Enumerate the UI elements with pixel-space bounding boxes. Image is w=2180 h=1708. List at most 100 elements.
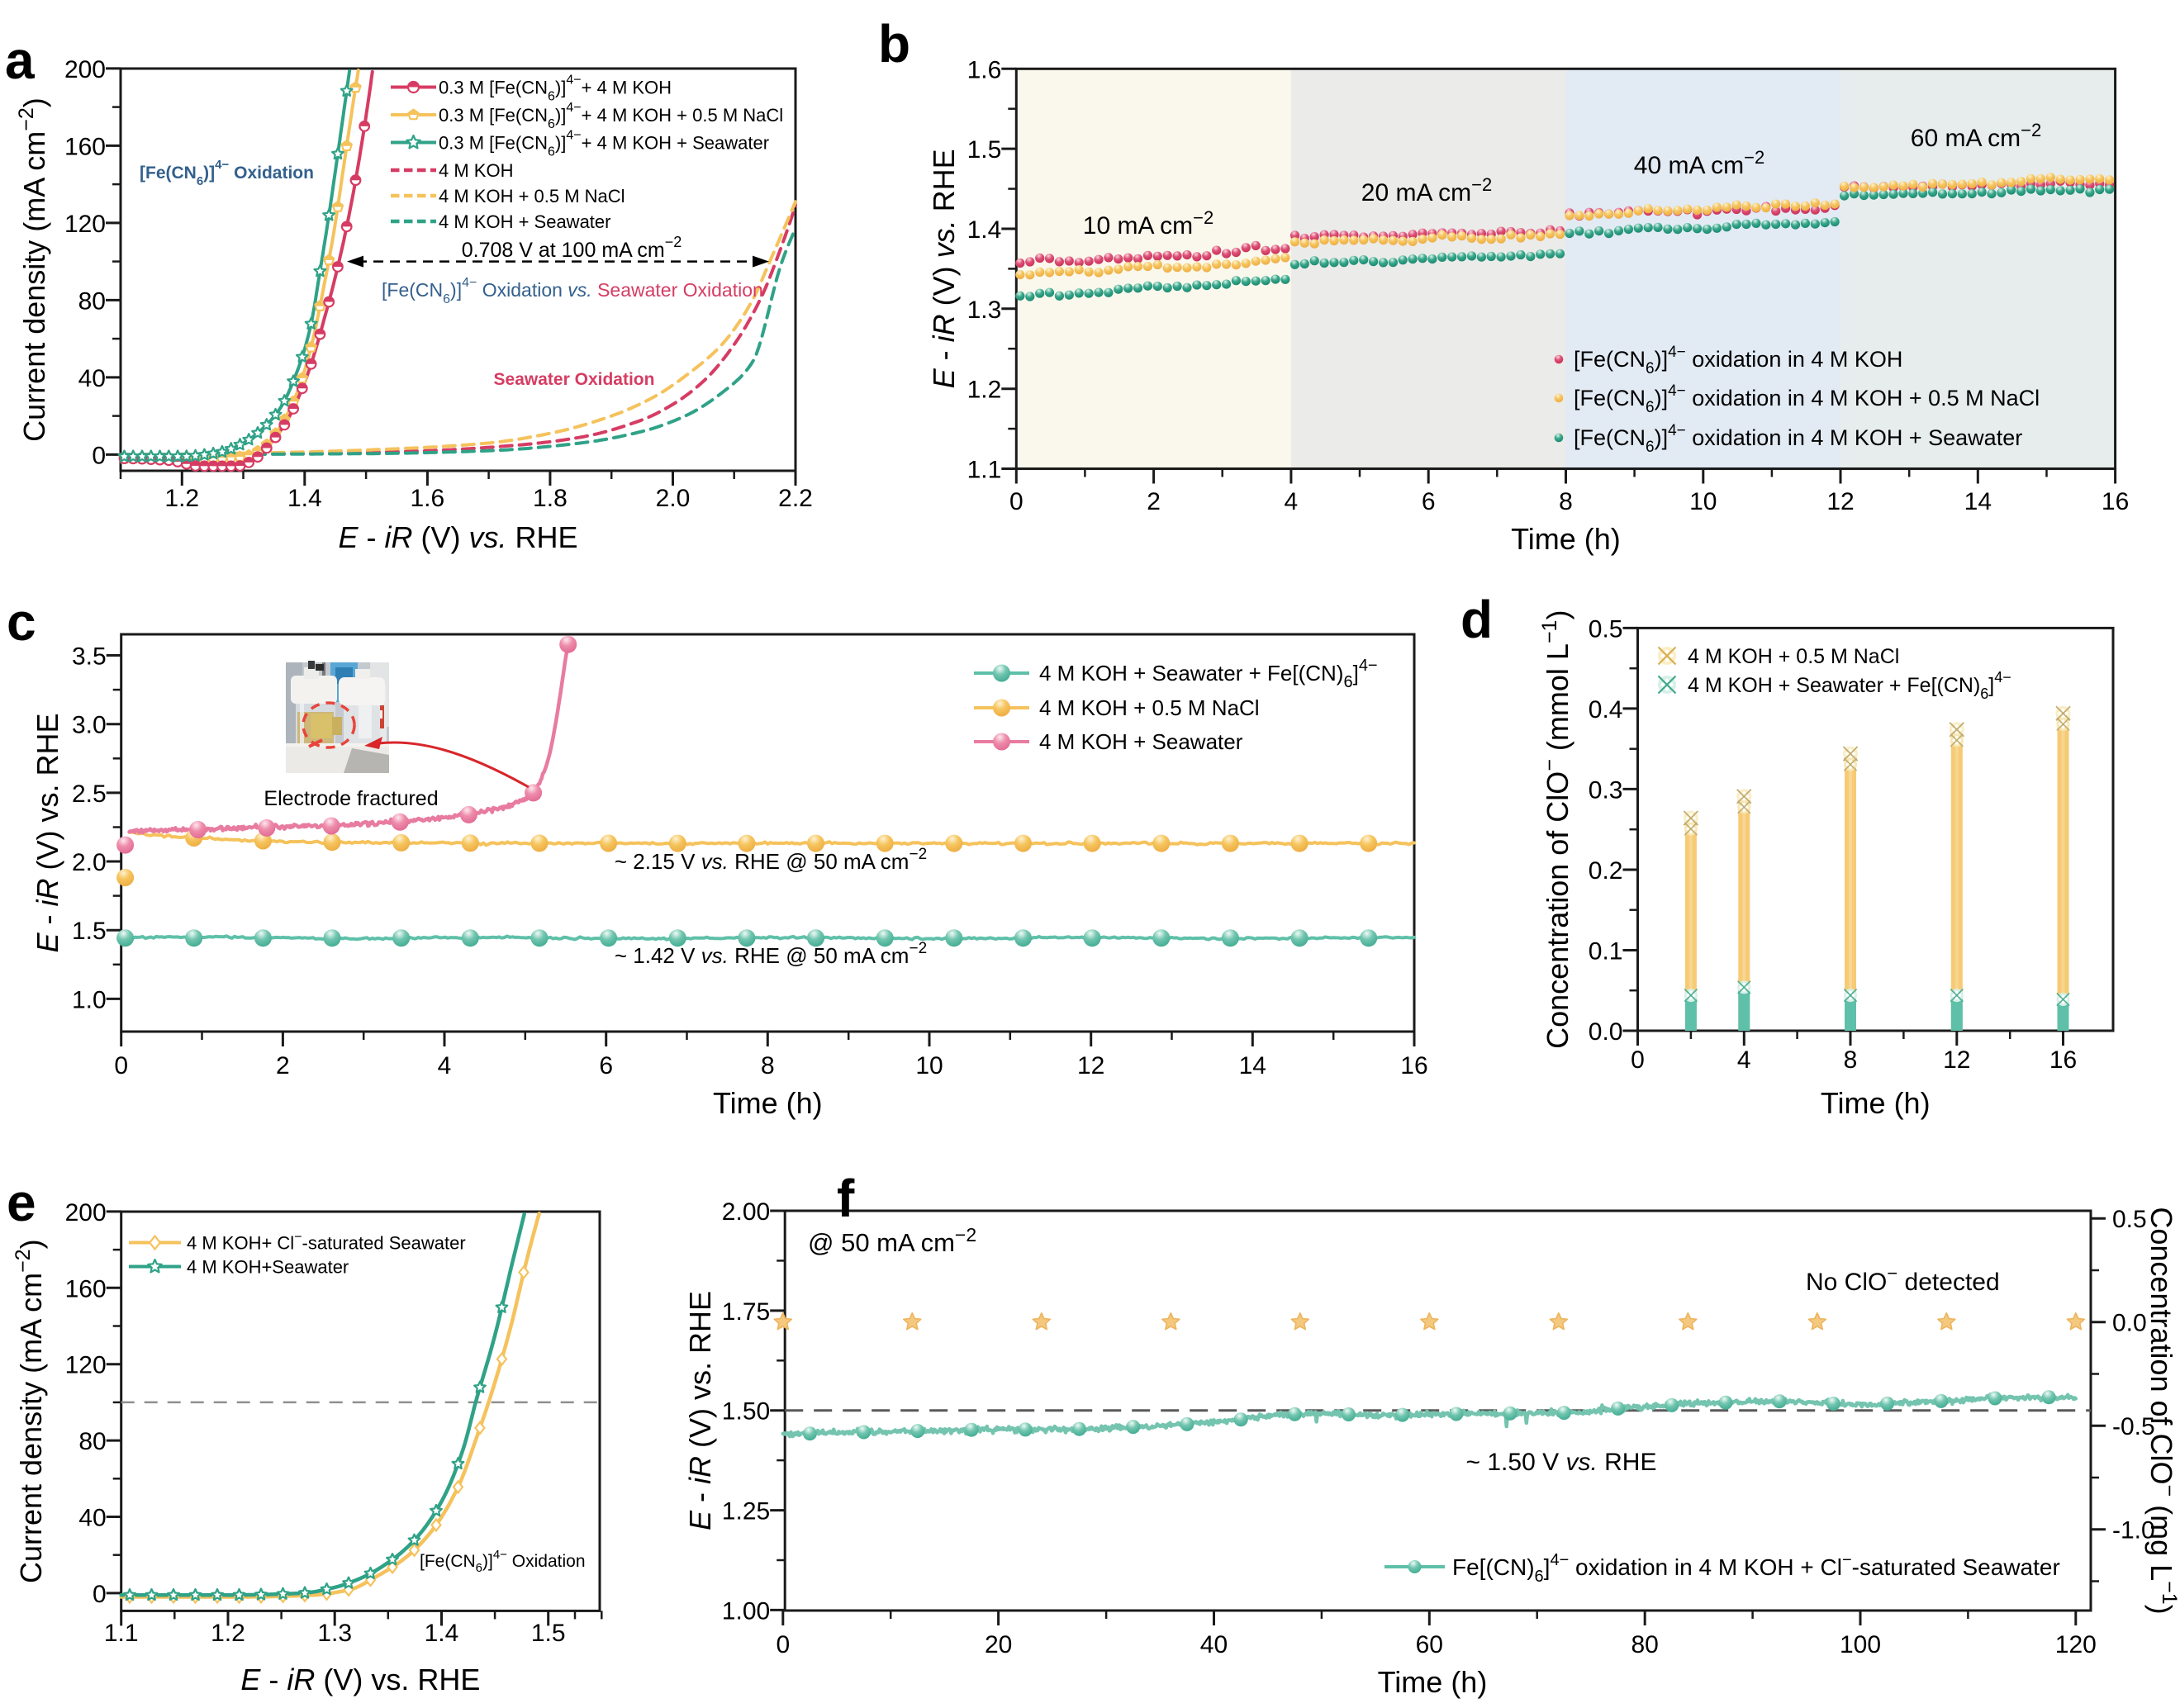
svg-text:Electrode fractured: Electrode fractured <box>264 787 438 810</box>
svg-text:1.00: 1.00 <box>722 1597 770 1625</box>
svg-text:1.5: 1.5 <box>72 918 107 945</box>
svg-text:4: 4 <box>438 1052 452 1079</box>
svg-text:120: 120 <box>2055 1631 2097 1658</box>
svg-text:3.0: 3.0 <box>72 712 107 739</box>
svg-text:Concentration of ClO−​ (mg L−1: Concentration of ClO−​ (mg L−1​) <box>2144 1207 2180 1614</box>
svg-text:Time (h): Time (h) <box>713 1086 823 1120</box>
svg-text:0.5: 0.5 <box>2112 1206 2147 1233</box>
svg-text:8: 8 <box>1559 488 1573 515</box>
svg-text:160: 160 <box>64 133 106 160</box>
svg-text:1.5: 1.5 <box>531 1620 566 1647</box>
svg-text:1.4: 1.4 <box>287 485 322 512</box>
svg-text:4 M KOH + 0.5 M NaCl: 4 M KOH + 0.5 M NaCl <box>439 186 625 206</box>
svg-text:4: 4 <box>1737 1046 1751 1074</box>
svg-text:4 M KOH + 0.5 M NaCl: 4 M KOH + 0.5 M NaCl <box>1039 695 1260 720</box>
svg-text:-0.5: -0.5 <box>2112 1413 2155 1440</box>
svg-text:2.2: 2.2 <box>778 485 813 512</box>
svg-text:0.708 V at 100 mA cm−2​: 0.708 V at 100 mA cm−2​ <box>462 234 682 262</box>
svg-text:1.50: 1.50 <box>722 1398 770 1426</box>
svg-text:8: 8 <box>761 1052 775 1079</box>
svg-text:120: 120 <box>65 1352 107 1379</box>
svg-text:2: 2 <box>276 1052 290 1079</box>
svg-text:E - iR (V) vs. RHE: E - iR (V) vs. RHE <box>240 1663 480 1696</box>
svg-text:0: 0 <box>1009 488 1024 515</box>
svg-text:1.4: 1.4 <box>967 216 1002 244</box>
svg-text:2.0: 2.0 <box>72 849 107 876</box>
svg-text:16: 16 <box>2102 488 2129 515</box>
svg-text:1.1: 1.1 <box>967 457 1002 484</box>
svg-text:No ClO−​ detected: No ClO−​ detected <box>1806 1263 2000 1296</box>
svg-text:14: 14 <box>1964 488 1992 515</box>
svg-text:60 mA cm−2​: 60 mA cm−2​ <box>1911 120 2041 152</box>
svg-text:4 M KOH: 4 M KOH <box>439 160 513 181</box>
svg-text:Current density (mA cm−2​): Current density (mA cm−2​) <box>15 97 51 442</box>
svg-text:2: 2 <box>1147 488 1161 515</box>
svg-text:80: 80 <box>78 1428 106 1455</box>
svg-text:1.2: 1.2 <box>211 1620 245 1647</box>
svg-text:@ 50 mA cm−2​: @ 50 mA cm−2​ <box>808 1224 976 1257</box>
svg-text:4 M KOH + Seawater: 4 M KOH + Seawater <box>439 211 610 232</box>
svg-text:2.00: 2.00 <box>722 1198 770 1226</box>
svg-text:0.5: 0.5 <box>1589 615 1623 643</box>
svg-text:160: 160 <box>65 1275 107 1302</box>
svg-text:0: 0 <box>114 1052 128 1079</box>
svg-text:e: e <box>7 1173 36 1232</box>
svg-text:f: f <box>837 1169 855 1228</box>
svg-text:200: 200 <box>65 1199 107 1226</box>
svg-text:1.2: 1.2 <box>967 377 1002 404</box>
svg-text:1.8: 1.8 <box>533 485 568 512</box>
svg-text:16: 16 <box>1400 1052 1427 1079</box>
svg-text:c: c <box>7 592 36 652</box>
svg-text:14: 14 <box>1239 1052 1266 1079</box>
svg-text:10 mA cm−2​: 10 mA cm−2​ <box>1083 207 1213 240</box>
svg-text:0.0: 0.0 <box>2112 1310 2147 1337</box>
svg-text:20 mA cm−2​: 20 mA cm−2​ <box>1361 174 1492 206</box>
svg-text:0.2: 0.2 <box>1589 857 1623 885</box>
svg-text:0: 0 <box>92 442 106 469</box>
svg-text:120: 120 <box>64 211 106 238</box>
svg-text:E - iR (V) vs. RHE: E - iR (V) vs. RHE <box>31 713 64 952</box>
svg-text:3.5: 3.5 <box>72 643 107 671</box>
svg-text:40 mA cm−2​: 40 mA cm−2​ <box>1634 147 1764 179</box>
svg-text:Time (h): Time (h) <box>1821 1086 1931 1120</box>
svg-text:4 M KOH + Seawater + Fe[(CN)6​: 4 M KOH + Seawater + Fe[(CN)6​]4−​ <box>1688 669 2011 702</box>
svg-text:60: 60 <box>1416 1631 1443 1658</box>
svg-text:6: 6 <box>599 1052 613 1079</box>
svg-text:1.3: 1.3 <box>967 297 1002 324</box>
svg-text:40: 40 <box>78 1505 106 1532</box>
svg-text:2.5: 2.5 <box>72 780 107 808</box>
svg-text:Current density (mA cm−2​): Current density (mA cm−2​) <box>12 1239 48 1583</box>
svg-text:40: 40 <box>1200 1631 1228 1658</box>
svg-text:1.3: 1.3 <box>317 1620 352 1647</box>
svg-text:1.0: 1.0 <box>72 986 107 1013</box>
svg-text:1.4: 1.4 <box>425 1620 459 1647</box>
svg-text:Time (h): Time (h) <box>1378 1665 1488 1699</box>
svg-text:0: 0 <box>776 1631 790 1658</box>
svg-text:2.0: 2.0 <box>656 485 691 512</box>
svg-text:200: 200 <box>64 56 106 83</box>
svg-text:1.5: 1.5 <box>967 136 1002 164</box>
svg-text:0: 0 <box>93 1581 107 1608</box>
svg-text:12: 12 <box>1943 1046 1970 1074</box>
svg-text:a: a <box>5 31 35 90</box>
svg-text:E - iR (V) vs. RHE: E - iR (V) vs. RHE <box>683 1291 717 1530</box>
svg-text:~ 2.15 V vs. RHE @ 50 mA cm−2​: ~ 2.15 V vs. RHE @ 50 mA cm−2​ <box>615 846 927 874</box>
svg-text:4 M KOH+ Cl−​-saturated Seawat: 4 M KOH+ Cl−​-saturated Seawater <box>187 1231 466 1254</box>
svg-text:-1.0: -1.0 <box>2112 1517 2155 1544</box>
svg-text:4 M KOH + Seawater: 4 M KOH + Seawater <box>1039 729 1243 754</box>
svg-text:100: 100 <box>1840 1631 1881 1658</box>
svg-text:12: 12 <box>1077 1052 1104 1079</box>
svg-text:80: 80 <box>78 287 106 315</box>
svg-text:80: 80 <box>1631 1631 1658 1658</box>
svg-text:10: 10 <box>915 1052 943 1079</box>
svg-text:1.2: 1.2 <box>164 485 199 512</box>
svg-text:1.6: 1.6 <box>411 485 445 512</box>
svg-text:1.6: 1.6 <box>967 56 1002 83</box>
svg-text:Time (h): Time (h) <box>1511 522 1621 556</box>
svg-text:1.75: 1.75 <box>722 1298 770 1326</box>
svg-text:Concentration of ClO−​ (mmol L: Concentration of ClO−​ (mmol L−1​) <box>1538 610 1574 1049</box>
svg-text:0.4: 0.4 <box>1589 696 1623 724</box>
svg-text:1.25: 1.25 <box>722 1498 770 1525</box>
svg-text:1.1: 1.1 <box>104 1620 139 1647</box>
svg-text:40: 40 <box>78 365 106 392</box>
